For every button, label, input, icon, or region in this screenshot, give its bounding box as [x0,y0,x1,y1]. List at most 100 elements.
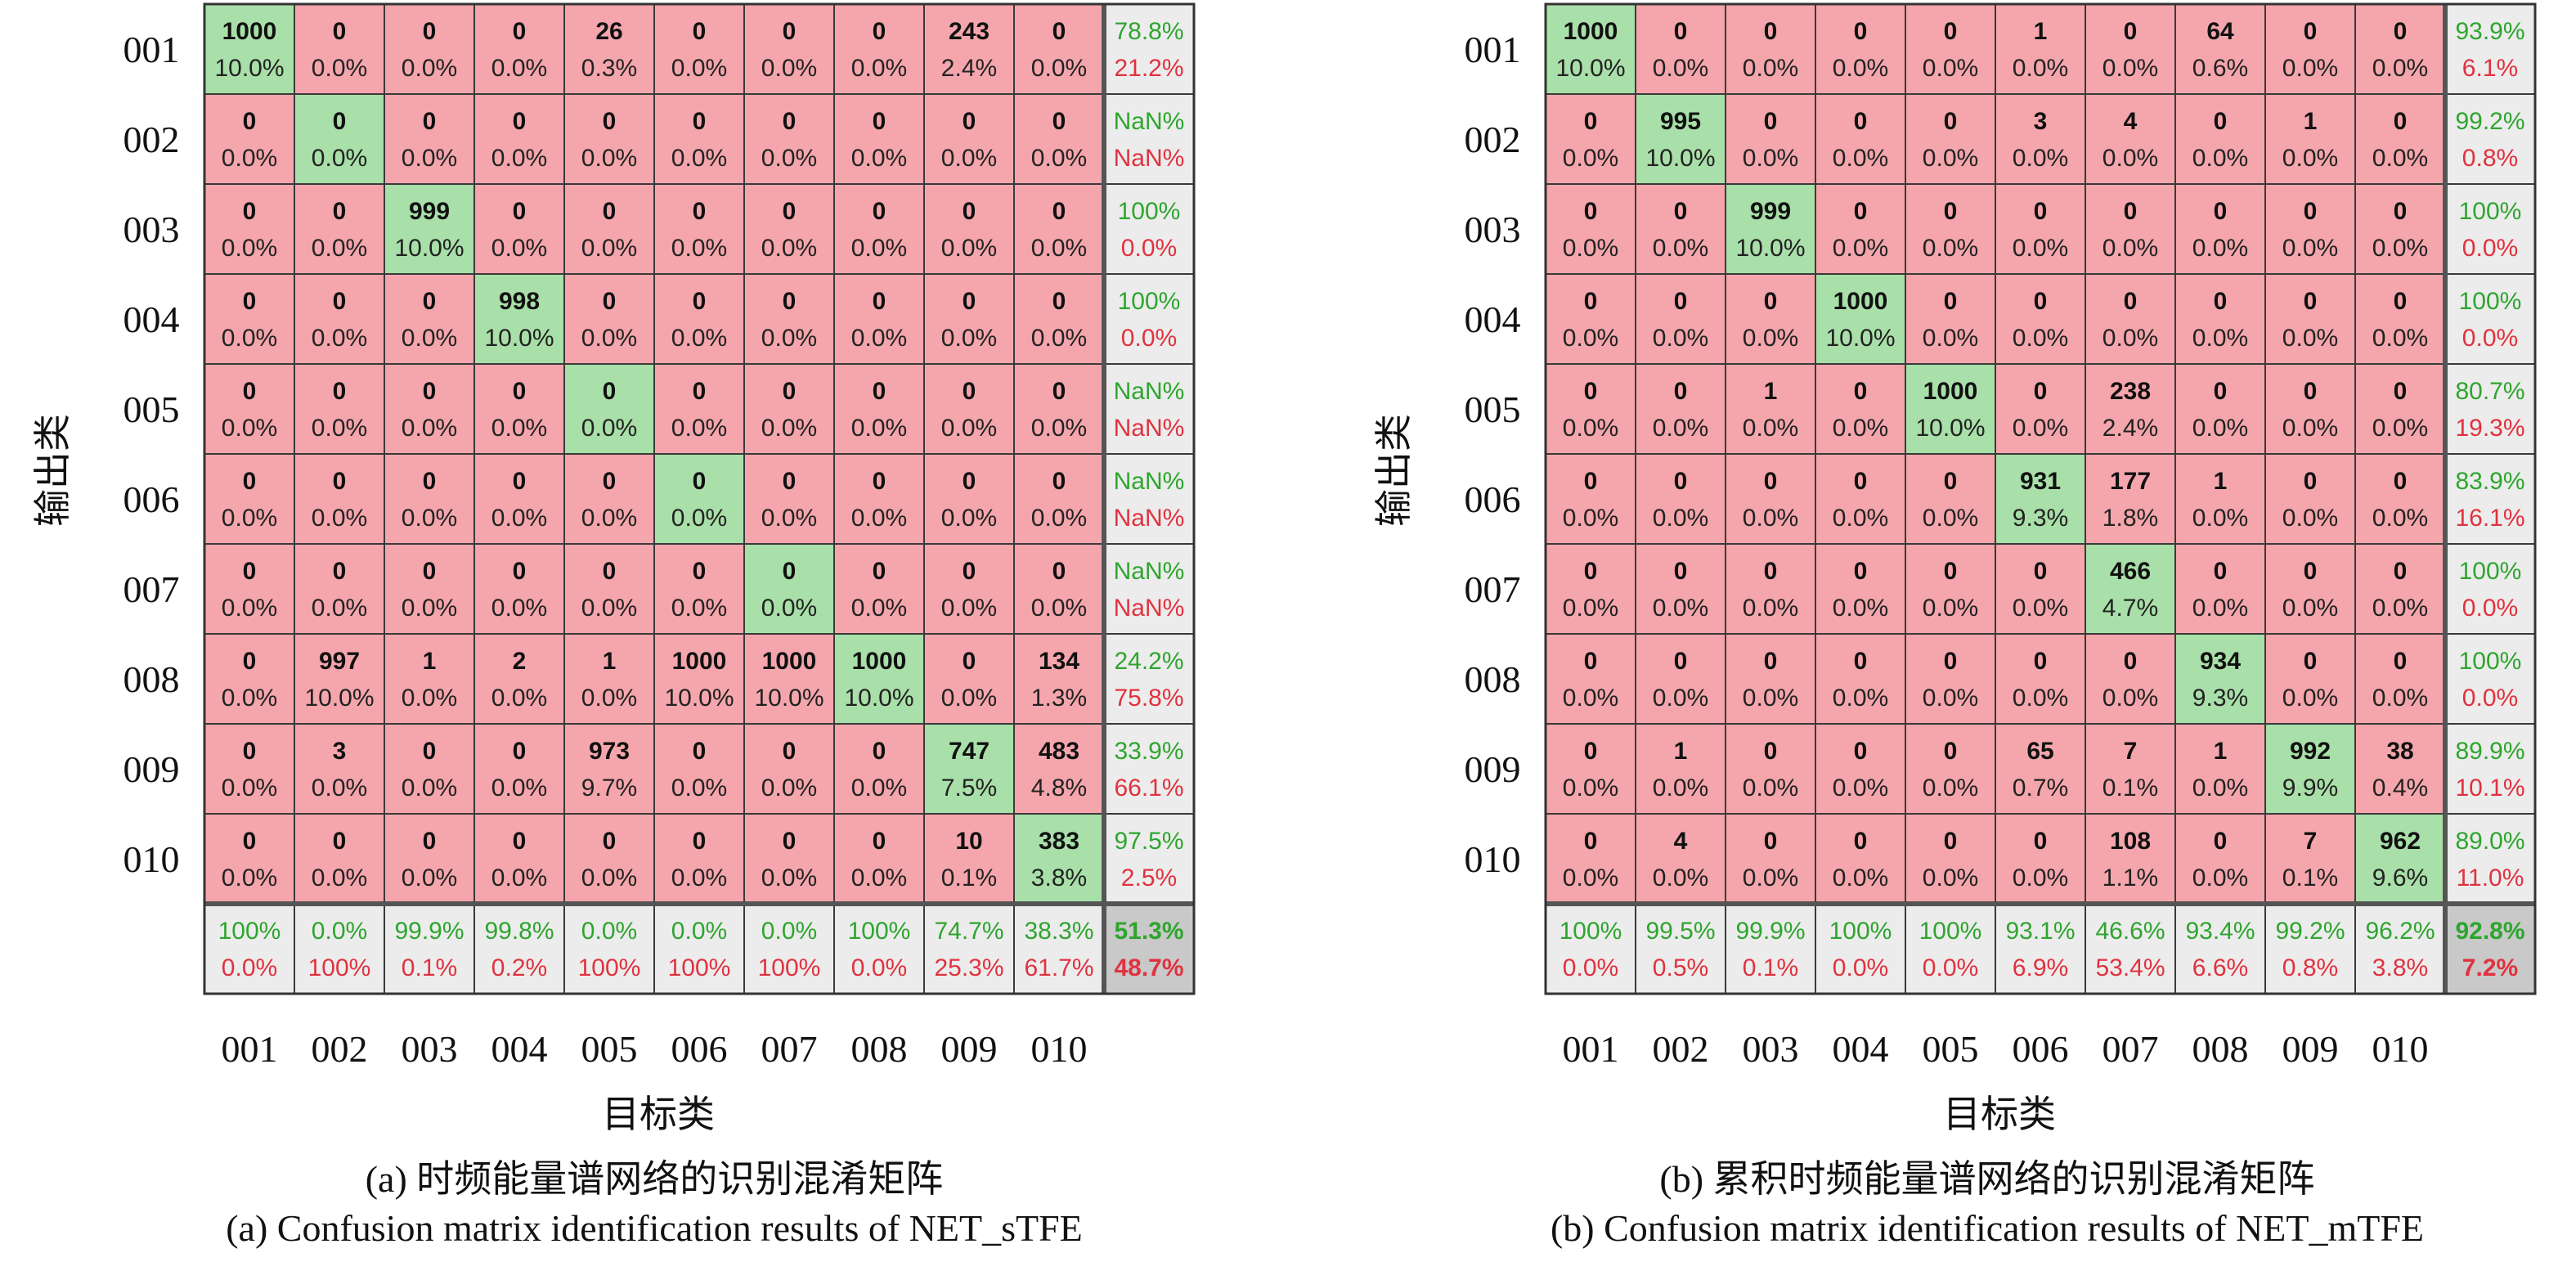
matrix-cell: 0 0.0% [384,273,475,365]
cell-percent: 0.0% [2192,415,2248,442]
cell-count: 0 [1674,558,1688,585]
cell-percent: 0.0% [222,235,277,262]
matrix-cell: 238 2.4% [2085,363,2176,455]
cell-percent: 0.0% [222,775,277,802]
cell-percent: 0.0% [761,505,817,532]
matrix-cell: 0 0.0% [384,813,475,905]
col-summary-cell: 0.0% 100% [653,903,745,995]
matrix-cell: 0 0.0% [1725,723,1816,815]
y-tick-label: 001 [123,29,180,70]
matrix-cell: 0 0.0% [1905,633,1996,725]
cell-count: 0 [2304,378,2318,405]
y-tick-label: 006 [123,478,180,520]
cell-count: 0 [2394,288,2408,315]
matrix-cell: 0 0.0% [473,543,565,635]
row-precision: 100% [1118,198,1181,225]
matrix-cell: 0 0.0% [563,453,655,545]
cell-count: 383 [1039,828,1079,855]
cell-count: 0 [1854,828,1868,855]
cell-count: 0 [243,648,257,675]
cell-count: 0 [963,198,976,225]
col-summary-cell: 99.5% 0.5% [1635,903,1726,995]
cell-percent: 0.0% [402,685,457,712]
matrix-cell: 0 0.0% [384,453,475,545]
cell-count: 0 [963,378,976,405]
row-error: 0.0% [2462,595,2518,622]
matrix-cell: 1000 10.0% [653,633,745,725]
cell-percent: 0.0% [2103,55,2158,82]
cell-percent: 0.0% [2192,145,2248,172]
matrix-cell: 0 0.0% [2174,183,2266,275]
cell-percent: 0.0% [671,235,727,262]
cell-count: 0 [1764,828,1778,855]
cell-percent: 10.0% [1645,145,1715,172]
y-tick-label: 003 [123,209,180,250]
x-tick-label: 010 [2372,1028,2429,1070]
row-error: NaN% [1114,145,1185,172]
cell-percent: 0.0% [1653,775,1708,802]
y-axis-label: 输出类 [31,414,74,527]
matrix-cell: 0 0.0% [204,813,295,905]
cell-count: 0 [2214,108,2228,135]
matrix-cell: 0 0.0% [384,93,475,185]
matrix-cell: 0 0.0% [563,543,655,635]
matrix-cell: 1 0.0% [384,633,475,725]
cell-count: 0 [1584,468,1598,495]
matrix-cell: 0 0.0% [294,273,385,365]
col-error: 0.0% [1563,954,1618,981]
cell-count: 0 [1674,648,1688,675]
cell-count: 0 [2304,468,2318,495]
row-precision: 100% [2459,288,2522,315]
cell-percent: 0.0% [491,145,547,172]
cell-count: 0 [2214,378,2228,405]
cell-count: 0 [2214,288,2228,315]
row-precision: NaN% [1114,378,1185,405]
cell-count: 0 [1052,288,1066,315]
cell-count: 0 [333,198,347,225]
matrix-cell: 0 0.0% [563,273,655,365]
cell-percent: 0.0% [312,505,367,532]
cell-count: 0 [783,288,797,315]
matrix-cell: 177 1.8% [2085,453,2176,545]
cell-count: 0 [243,828,257,855]
caption-cn-b: (b) 累积时频能量谱网络的识别混淆矩阵 [1659,1158,2315,1200]
matrix-cell: 0 0.0% [1013,273,1105,365]
matrix-cell: 0 0.0% [2085,3,2176,95]
row-error: NaN% [1114,505,1185,532]
cell-count: 0 [243,108,257,135]
row-summary-cell: 100% 0.0% [1103,273,1195,365]
col-recall: 99.5% [1645,918,1715,945]
y-tick-label: 007 [123,568,180,610]
col-summary-cell: 99.8% 0.2% [473,903,565,995]
cell-count: 0 [2124,288,2138,315]
row-precision: 78.8% [1114,18,1183,45]
matrix-cell: 0 0.0% [1545,543,1636,635]
row-summary-cell: 99.2% 0.8% [2444,93,2536,185]
cell-percent: 0.0% [671,415,727,442]
cell-count: 0 [1764,108,1778,135]
matrix-cell: 0 0.0% [1815,813,1906,905]
matrix-cell: 0 0.0% [833,363,925,455]
cell-count: 3 [333,738,347,765]
matrix-cell: 0 0.0% [653,93,745,185]
cell-count: 0 [603,828,617,855]
matrix-cell: 0 0.0% [923,633,1015,725]
matrix-cell: 0 0.0% [743,3,835,95]
y-tick-label: 009 [123,748,180,790]
col-recall: 100% [218,918,281,945]
matrix-cell: 0 0.0% [2354,453,2446,545]
overall-accuracy: 51.3% [1114,918,1183,945]
cell-count: 0 [1584,558,1598,585]
row-error: 0.0% [1121,235,1177,262]
row-error: 21.2% [1114,55,1183,82]
cell-count: 0 [693,738,707,765]
matrix-cell: 0 0.0% [1815,93,1906,185]
cell-count: 0 [2394,378,2408,405]
cell-percent: 0.0% [312,415,367,442]
cell-percent: 0.0% [312,775,367,802]
col-summary-cell: 99.9% 0.1% [1725,903,1816,995]
cell-count: 0 [603,198,617,225]
col-recall: 0.0% [761,918,817,945]
cell-count: 0 [963,108,976,135]
